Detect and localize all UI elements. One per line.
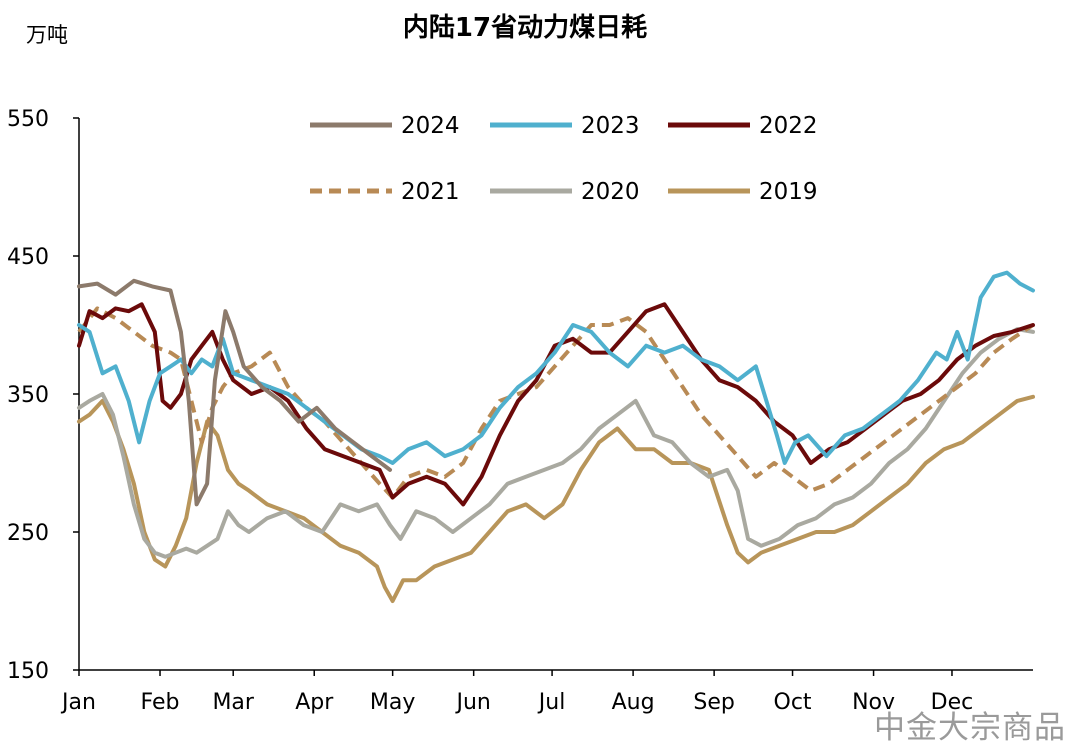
y-tick-label: 250 [7,521,49,546]
x-tick-label: May [370,690,415,715]
legend-item-2022: 2022 [668,113,818,139]
y-tick-label: 450 [7,245,49,270]
legend-label: 2019 [759,179,818,205]
y-tick-label: 550 [7,107,49,132]
legend: 2024 2023 2022 2021 2020 2019 [310,113,818,205]
legend-item-2023: 2023 [490,113,640,139]
x-tick-label: Aug [612,690,655,715]
x-tick-label: Jul [537,690,566,715]
x-tick-label: Feb [141,690,180,715]
legend-label: 2021 [401,179,460,205]
legend-label: 2023 [581,113,640,139]
series-line-2024 [77,278,392,507]
x-tick-label: Nov [852,690,895,715]
y-axis-unit-label: 万吨 [26,23,68,47]
x-tick-label: Dec [931,690,974,715]
axes: 150 250 350 450 550 Jan Feb Mar Apr May Jun Jul Aug S… [7,107,1033,715]
legend-item-2019: 2019 [668,179,818,205]
legend-item-2020: 2020 [490,179,640,205]
series-line-2023 [77,270,1035,465]
x-tick-label: Apr [295,690,334,715]
legend-item-2024: 2024 [310,113,460,139]
series-line-2020 [77,327,1035,559]
series-line-2019 [77,394,1035,603]
x-tick-label: Mar [212,690,254,715]
x-tick-label: Sep [693,690,734,715]
y-tick-label: 150 [7,659,49,684]
watermark: 中金大宗商品 [874,710,1066,746]
y-tick-label: 350 [7,383,49,408]
legend-label: 2022 [759,113,818,139]
legend-label: 2024 [401,113,460,139]
x-tick-label: Jun [454,690,490,715]
x-tick-label: Jan [60,690,96,715]
x-tick-label: Oct [774,690,812,715]
chart-title: 内陆17省动力煤日耗 [403,12,647,43]
series-layer [77,270,1035,603]
legend-item-2021: 2021 [310,179,460,205]
legend-label: 2020 [581,179,640,205]
